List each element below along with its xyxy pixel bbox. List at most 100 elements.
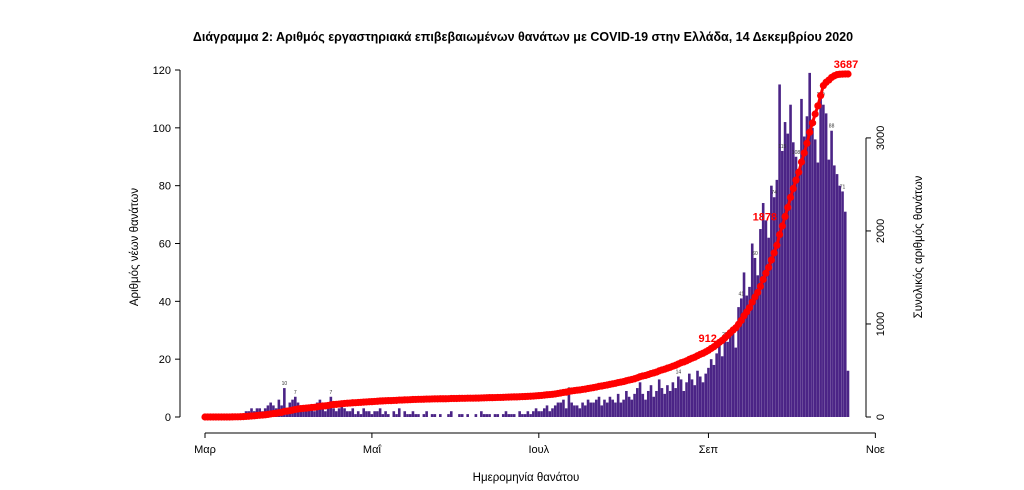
bar	[701, 382, 705, 417]
bar	[833, 165, 836, 417]
bar	[269, 402, 272, 417]
bar	[679, 379, 683, 417]
bar	[841, 191, 844, 417]
left-tick-label: 120	[153, 65, 171, 77]
bar	[731, 333, 735, 417]
bar	[534, 408, 538, 417]
bar	[783, 122, 787, 418]
bar	[674, 388, 677, 417]
bar	[813, 139, 817, 417]
chart-title: Διάγραμμα 2: Αριθμός εργαστηριακά επιβεβ…	[193, 30, 853, 44]
bar	[562, 399, 565, 417]
cumulative-annotations: 912 1878 3687	[699, 59, 859, 345]
bar	[791, 142, 795, 418]
bar	[761, 203, 765, 417]
bar	[430, 414, 434, 417]
bar	[644, 399, 647, 417]
cumulative-point	[767, 256, 775, 264]
bar-value-label: 7	[294, 390, 297, 396]
left-y-axis: 0 20 40 60 80 100 120	[153, 65, 181, 424]
bar	[395, 414, 398, 417]
cumulative-point	[784, 203, 792, 211]
cumulative-annotation: 3687	[834, 59, 858, 71]
bar	[690, 379, 694, 417]
cumulative-point	[811, 110, 819, 118]
bar	[277, 399, 281, 417]
bar	[493, 414, 497, 417]
cumulative-point	[762, 269, 770, 277]
x-tick-label: Μαΐ	[363, 444, 382, 456]
x-axis-label: Ημερομηνία θανάτου	[473, 472, 580, 484]
bar	[608, 396, 612, 417]
bar	[830, 130, 833, 418]
bar-value-label: 10	[282, 381, 288, 387]
bar	[501, 414, 505, 417]
bar	[723, 338, 727, 417]
bar	[474, 414, 478, 417]
bar	[488, 414, 491, 417]
bar-value-label: 7	[329, 390, 332, 396]
bar	[507, 414, 511, 417]
bar	[510, 414, 513, 417]
bar	[827, 159, 831, 417]
right-tick-label: 2000	[875, 219, 887, 243]
bar	[559, 402, 562, 417]
bar	[657, 379, 661, 417]
bar	[573, 405, 576, 417]
bar	[518, 411, 521, 417]
bar	[485, 414, 489, 417]
bar	[718, 344, 721, 417]
right-tick-label: 0	[875, 414, 887, 420]
x-tick-label: Ιουλ	[528, 444, 549, 456]
left-tick-label: 0	[165, 412, 171, 424]
bar-value-label: 108	[792, 150, 801, 156]
bar	[313, 411, 316, 417]
cumulative-point	[797, 158, 806, 166]
bar	[335, 411, 338, 417]
bar	[523, 414, 527, 417]
bar	[439, 414, 442, 417]
bar	[619, 402, 623, 417]
bar	[688, 373, 691, 418]
left-tick-label: 80	[159, 181, 171, 193]
bar	[641, 393, 645, 417]
bar	[592, 402, 595, 417]
bar	[321, 408, 324, 417]
bar	[381, 414, 385, 417]
cumulative-line-series	[201, 70, 852, 421]
cumulative-annotation: 912	[699, 333, 717, 345]
bar	[603, 399, 606, 417]
bar	[775, 179, 779, 417]
bar	[748, 286, 751, 418]
bar	[633, 393, 636, 417]
cumulative-point	[773, 241, 781, 249]
bar-value-label: 14	[676, 370, 682, 376]
bar	[310, 408, 314, 417]
cumulative-point	[803, 139, 811, 147]
bar	[414, 414, 417, 417]
cumulative-point	[792, 176, 800, 184]
bar	[332, 408, 335, 417]
bar	[778, 84, 781, 418]
cumulative-annotation: 1878	[753, 212, 777, 224]
cumulative-point	[817, 91, 825, 100]
bar	[846, 370, 850, 417]
cumulative-point	[800, 149, 808, 157]
bar-value-label: 88	[829, 124, 835, 130]
cumulative-point	[776, 230, 784, 239]
cumulative-point	[806, 128, 814, 136]
bar	[753, 257, 757, 417]
bar	[729, 330, 732, 417]
bar	[660, 388, 664, 417]
bar	[354, 414, 357, 417]
left-tick-label: 20	[159, 354, 171, 366]
bar	[345, 411, 349, 417]
bar-value-label: 60	[752, 251, 758, 257]
bar	[698, 376, 702, 417]
bar	[764, 220, 768, 417]
bar	[532, 411, 535, 417]
bar	[835, 174, 839, 417]
bar	[770, 185, 773, 417]
bar	[548, 411, 552, 417]
bar	[408, 414, 412, 417]
